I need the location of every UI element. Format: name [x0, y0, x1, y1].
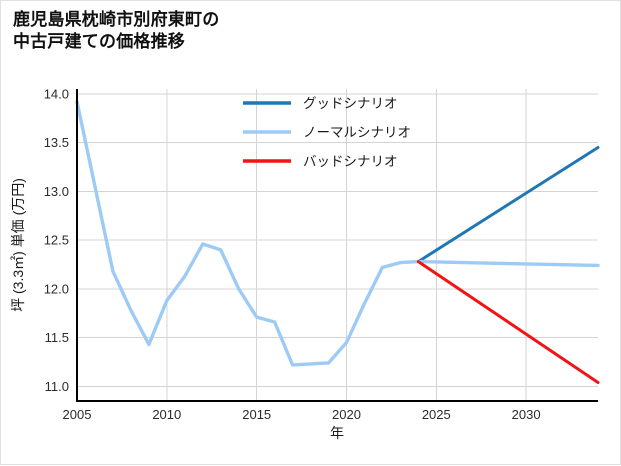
- y-tick-label: 12.5: [44, 233, 69, 248]
- x-tick-label: 2020: [332, 407, 361, 422]
- y-tick-label: 13.5: [44, 135, 69, 150]
- y-tick-labels: 11.0 11.5 12.0 12.5 13.0 13.5 14.0: [44, 86, 69, 394]
- x-tick-label: 2015: [242, 407, 271, 422]
- x-tick-label: 2025: [422, 407, 451, 422]
- axis-spines: [75, 89, 598, 403]
- y-tick-label: 13.0: [44, 184, 69, 199]
- x-tick-label: 2005: [63, 407, 92, 422]
- y-tick-label: 12.0: [44, 281, 69, 296]
- x-axis-title: 年: [330, 425, 344, 441]
- y-tick-label: 14.0: [44, 86, 69, 101]
- legend-label: グッドシナリオ: [303, 96, 398, 111]
- x-tick-labels: 2005 2010 2015 2020 2025 2030: [63, 407, 541, 422]
- series-line-バッドシナリオ: [416, 260, 600, 384]
- legend-label: ノーマルシナリオ: [303, 125, 411, 140]
- page-title: 鹿児島県枕崎市別府東町の 中古戸建ての価格推移: [13, 10, 220, 52]
- series-line-ノーマルシナリオ: [75, 99, 600, 367]
- y-axis-title: 坪 (3.3㎡) 単価 (万円): [10, 178, 26, 312]
- y-tick-label: 11.5: [45, 330, 69, 345]
- x-tick-label: 2010: [152, 407, 181, 422]
- legend-label: バッドシナリオ: [303, 154, 398, 169]
- series-lines: [75, 99, 600, 384]
- series-line-グッドシナリオ: [416, 146, 600, 264]
- y-tick-label: 11.0: [45, 379, 69, 394]
- x-tick-label: 2030: [512, 407, 541, 422]
